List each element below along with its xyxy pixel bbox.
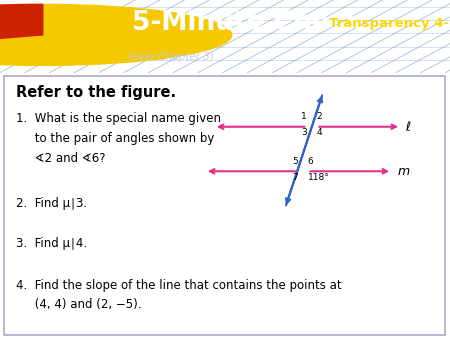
Text: Transparency 4-1: Transparency 4-1 bbox=[329, 17, 450, 30]
Text: 1: 1 bbox=[301, 112, 307, 121]
Text: 3: 3 bbox=[301, 128, 307, 138]
Text: 7: 7 bbox=[292, 173, 298, 182]
Text: 4.  Find the slope of the line that contains the points at: 4. Find the slope of the line that conta… bbox=[16, 279, 341, 292]
Text: 2.  Find μ∣3.: 2. Find μ∣3. bbox=[16, 197, 87, 211]
Text: 6: 6 bbox=[308, 156, 314, 166]
Text: 4: 4 bbox=[317, 128, 322, 138]
Text: ∢2 and ∢6?: ∢2 and ∢6? bbox=[16, 152, 105, 165]
Text: 1.  What is the special name given: 1. What is the special name given bbox=[16, 112, 220, 125]
Text: 3.  Find μ∣4.: 3. Find μ∣4. bbox=[16, 237, 87, 250]
Text: 2: 2 bbox=[317, 112, 322, 121]
Text: $m$: $m$ bbox=[396, 165, 410, 178]
Text: 5-Minute Check: 5-Minute Check bbox=[132, 10, 363, 36]
Circle shape bbox=[0, 4, 232, 66]
Polygon shape bbox=[0, 4, 43, 49]
Text: 5: 5 bbox=[292, 156, 298, 166]
Text: (4, 4) and (2, −5).: (4, 4) and (2, −5). bbox=[16, 298, 141, 311]
Text: Refer to the figure.: Refer to the figure. bbox=[16, 85, 176, 100]
Text: $\ell$: $\ell$ bbox=[405, 120, 412, 134]
Text: 118°: 118° bbox=[308, 173, 329, 182]
FancyBboxPatch shape bbox=[4, 76, 445, 335]
Text: to the pair of angles shown by: to the pair of angles shown by bbox=[16, 132, 214, 145]
Text: (over Chapter 3): (over Chapter 3) bbox=[128, 52, 214, 62]
